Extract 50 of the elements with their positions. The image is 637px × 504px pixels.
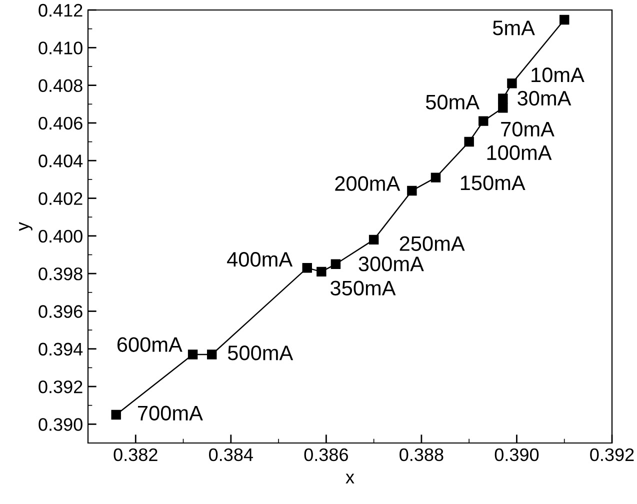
point [430, 172, 441, 182]
point [498, 103, 508, 113]
annotation: 5mA [492, 20, 535, 36]
annotation: 500mA [228, 346, 294, 360]
annotation: 10mA [532, 67, 584, 82]
annotation: 350mA [330, 280, 396, 296]
annotation: 50mA [426, 94, 480, 110]
point [478, 116, 488, 126]
x-tick-label: 0.384 [209, 448, 253, 462]
x-tick-label: 0.392 [590, 448, 634, 462]
y-tick-label: 0.398 [38, 268, 82, 280]
y-tick-label: 0.396 [38, 305, 82, 318]
x-tick-label: 0.382 [114, 448, 158, 462]
y-tick-label: 0.410 [38, 42, 82, 54]
point [407, 186, 417, 196]
point [188, 350, 198, 360]
x-axis-title: x [346, 474, 354, 484]
x-tick-label: 0.388 [400, 448, 444, 462]
point [507, 78, 517, 88]
annotation: 250mA [400, 236, 465, 251]
annotation: 400mA [227, 252, 293, 267]
point [111, 410, 121, 420]
y-tick-label: 0.404 [38, 154, 83, 168]
y-tick-label: 0.392 [38, 380, 82, 394]
point [368, 234, 379, 245]
y-tick-label: 0.390 [38, 418, 82, 431]
annotation: 200mA [335, 176, 400, 191]
y-tick-label: 0.400 [38, 230, 82, 243]
y-tick-label: 0.408 [38, 79, 82, 92]
annotation: 600mA [117, 337, 182, 352]
point [206, 350, 217, 360]
annotation: 700mA [138, 406, 203, 421]
annotation: 30mA [518, 90, 572, 106]
y-tick-label: 0.412 [38, 4, 82, 17]
point [464, 136, 474, 147]
point [316, 266, 326, 277]
y-tick-label: 0.402 [38, 192, 82, 205]
y-tick-label: 0.406 [38, 116, 82, 130]
annotation: 150mA [460, 176, 526, 190]
x-tick-label: 0.386 [304, 448, 348, 462]
y-tick-label: 0.394 [38, 342, 83, 356]
annotation: 300mA [358, 256, 424, 272]
annotation: 70mA [501, 122, 554, 137]
point [498, 94, 508, 104]
y-axis-title: y [19, 222, 32, 231]
point [302, 263, 312, 273]
annotation: 100mA [487, 145, 552, 160]
point [330, 259, 341, 270]
x-tick-label: 0.390 [494, 448, 539, 462]
point [560, 14, 570, 25]
